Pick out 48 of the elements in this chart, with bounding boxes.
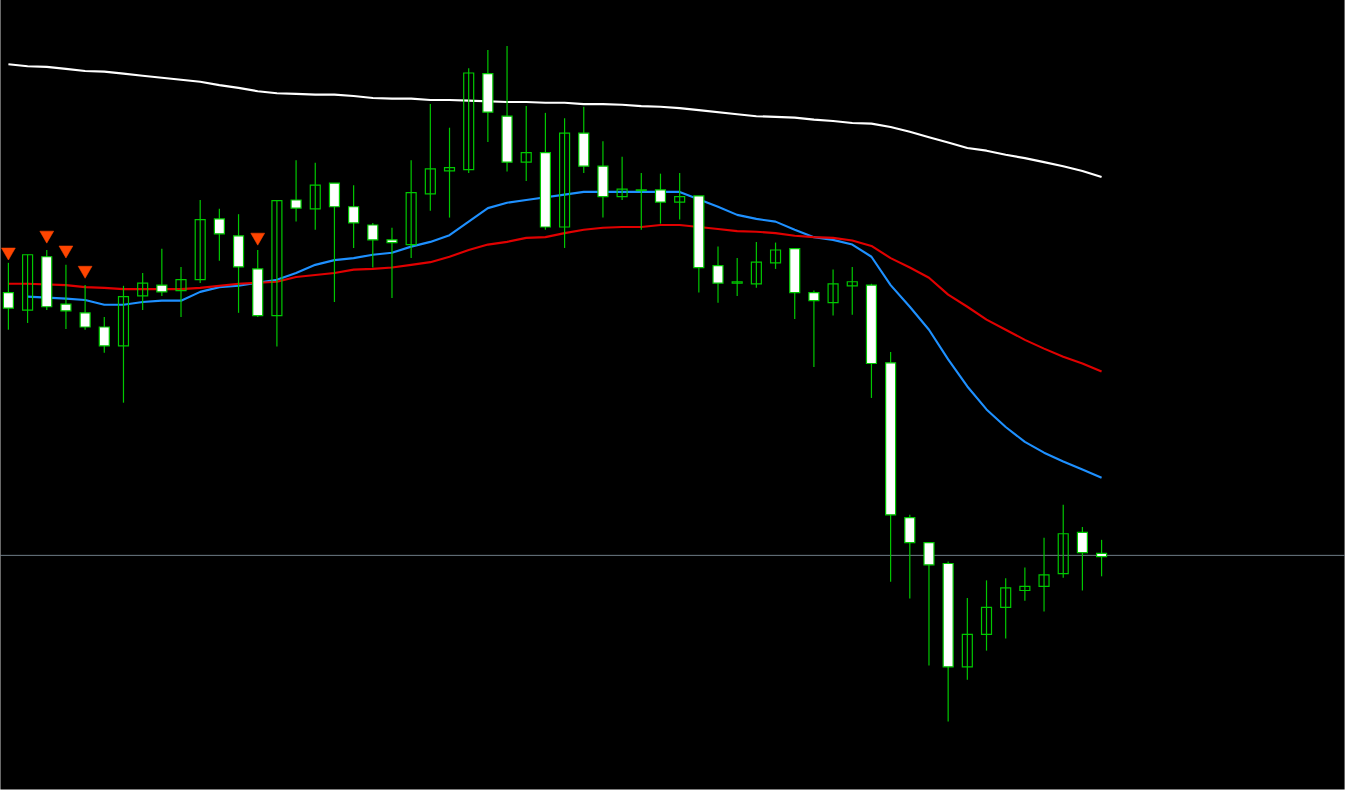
candlestick — [194, 199, 206, 284]
candlestick — [1019, 567, 1031, 602]
candlestick — [348, 184, 360, 249]
candlestick — [328, 182, 341, 303]
candlestick — [137, 272, 149, 311]
candlestick — [117, 285, 130, 404]
candlestick — [1076, 526, 1088, 592]
candlestick — [674, 172, 686, 221]
candlestick — [616, 156, 628, 201]
candlestick — [271, 200, 283, 348]
candlestick — [79, 284, 91, 331]
candlestick — [309, 162, 321, 231]
candlestick — [846, 266, 858, 316]
candlestick — [463, 67, 475, 174]
point — [39, 231, 54, 244]
candlestick — [558, 117, 571, 249]
candlestick — [1000, 577, 1012, 640]
point — [250, 233, 265, 246]
candlestick — [1038, 537, 1050, 613]
candlestick — [769, 242, 782, 270]
candlestick — [175, 266, 187, 318]
candlestick — [2, 262, 14, 331]
candlestick — [1057, 504, 1069, 579]
candlestick — [386, 227, 398, 299]
candlestick — [923, 542, 935, 667]
candlestick — [424, 103, 436, 212]
candlestick — [635, 172, 647, 231]
candlestick — [827, 269, 839, 317]
point — [1, 247, 16, 261]
candlestick — [750, 241, 762, 289]
candlestick — [520, 105, 532, 182]
candlestick — [405, 159, 417, 259]
candlestick — [367, 222, 379, 269]
candlestick — [731, 257, 743, 297]
candlestick — [98, 316, 110, 354]
candlestick — [712, 246, 724, 304]
candlestick — [60, 264, 72, 330]
candlestick — [156, 248, 168, 297]
point — [77, 266, 93, 279]
candlestick — [290, 159, 302, 223]
candlestick — [654, 173, 667, 225]
candlestick — [980, 580, 993, 652]
candlestick — [443, 127, 456, 219]
point — [58, 245, 74, 259]
candlestick — [808, 290, 820, 368]
candlestick — [22, 254, 34, 324]
candlestick — [213, 208, 225, 262]
candlestick — [961, 597, 973, 681]
